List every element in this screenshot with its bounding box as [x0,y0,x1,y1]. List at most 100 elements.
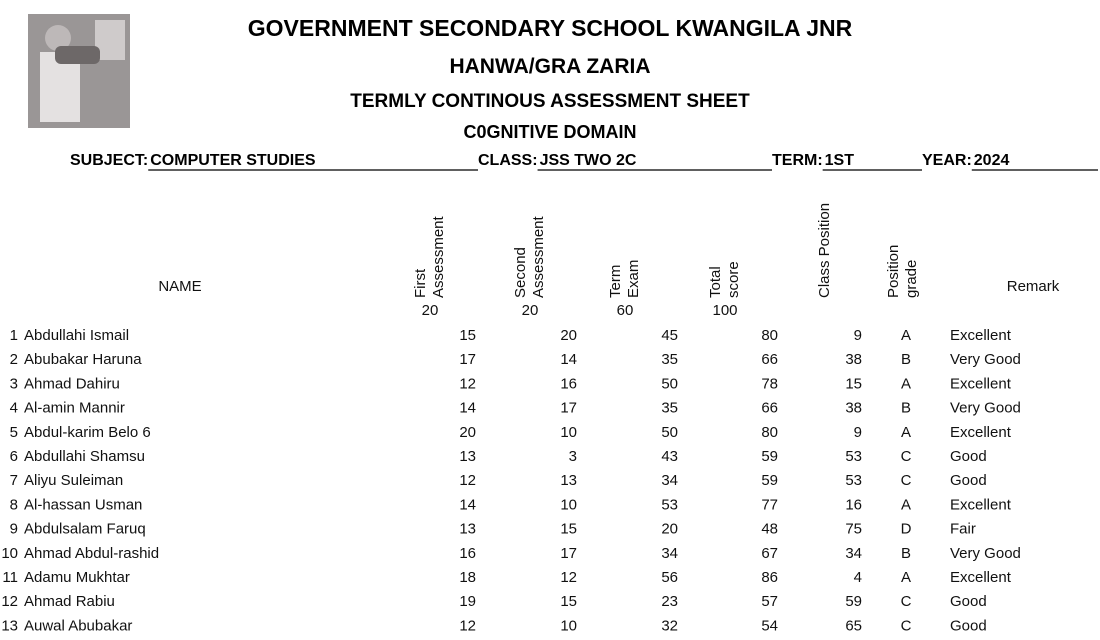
total-score: 86 [761,569,778,586]
first-assessment: 15 [459,327,476,344]
grade: A [901,327,911,344]
term-exam: 32 [661,617,678,634]
grade: D [901,521,912,538]
row-number: 6 [10,448,18,465]
term-exam: 50 [661,424,678,441]
term-exam: 50 [661,375,678,392]
remark: Excellent [950,496,1012,513]
second-assessment: 17 [560,400,577,417]
student-name: Ahmad Abdul-rashid [24,545,159,562]
total-score: 66 [761,400,778,417]
grade: A [901,424,911,441]
info-value: JSS TWO 2C [540,152,637,169]
term-exam: 53 [661,496,678,513]
column-header: NAME [158,278,201,295]
class-position: 53 [845,472,862,489]
remark: Fair [950,521,976,538]
info-value: COMPUTER STUDIES [150,152,316,169]
total-score: 78 [761,375,778,392]
remark: Excellent [950,375,1012,392]
class-position: 4 [854,569,862,586]
grade: A [901,569,911,586]
second-assessment: 10 [560,617,577,634]
student-name: Al-amin Mannir [24,400,125,417]
total-score: 59 [761,472,778,489]
column-max: 20 [422,302,439,319]
first-assessment: 18 [459,569,476,586]
row-number: 11 [2,569,18,586]
student-name: Abdul-karim Belo 6 [24,424,151,441]
second-assessment: 20 [560,327,577,344]
term-exam: 35 [661,351,678,368]
term-exam: 56 [661,569,678,586]
total-score: 59 [761,448,778,465]
remark: Excellent [950,327,1012,344]
remark: Good [950,593,987,610]
remark: Excellent [950,569,1012,586]
column-header: score [725,261,742,298]
student-name: Ahmad Rabiu [24,593,115,610]
second-assessment: 14 [560,351,577,368]
term-exam: 45 [661,327,678,344]
second-assessment: 12 [560,569,577,586]
total-score: 48 [761,521,778,538]
total-score: 66 [761,351,778,368]
term-exam: 34 [661,545,678,562]
student-name: Abdullahi Ismail [24,327,129,344]
grade: B [901,351,911,368]
column-header: Remark [1007,278,1060,295]
student-name: Abdullahi Shamsu [24,448,145,465]
first-assessment: 16 [459,545,476,562]
grade: C [901,617,912,634]
column-header: First [412,268,429,298]
first-assessment: 20 [459,424,476,441]
class-position: 38 [845,351,862,368]
column-header: grade [903,260,920,298]
info-label: SUBJECT: [70,152,148,169]
grade: B [901,545,911,562]
class-position: 65 [845,617,862,634]
column-header: Term [607,265,624,298]
row-number: 2 [10,351,18,368]
first-assessment: 13 [459,521,476,538]
subtitle: HANWA/GRA ZARIA [449,55,650,78]
title: GOVERNMENT SECONDARY SCHOOL KWANGILA JNR [248,15,853,41]
row-number: 9 [10,521,18,538]
row-number: 7 [10,472,18,489]
first-assessment: 12 [459,472,476,489]
student-name: Aliyu Suleiman [24,472,123,489]
grade: A [901,496,911,513]
domain: C0GNITIVE DOMAIN [463,122,636,142]
row-number: 12 [1,593,18,610]
column-header: Second [512,247,529,298]
term-exam: 20 [661,521,678,538]
remark: Very Good [950,351,1021,368]
second-assessment: 10 [560,424,577,441]
column-header: Assessment [530,215,547,298]
first-assessment: 14 [459,496,476,513]
student-name: Auwal Abubakar [24,617,132,634]
term-exam: 35 [661,400,678,417]
column-max: 100 [712,302,737,319]
first-assessment: 13 [459,448,476,465]
term-exam: 23 [661,593,678,610]
grade: C [901,448,912,465]
column-header: Class Position [816,203,833,298]
sheet-title: TERMLY CONTINOUS ASSESSMENT SHEET [350,91,750,112]
info-value: 2024 [974,152,1010,169]
second-assessment: 13 [560,472,577,489]
class-position: 75 [845,521,862,538]
row-number: 10 [1,545,18,562]
column-header: Assessment [430,215,447,298]
second-assessment: 16 [560,375,577,392]
remark: Good [950,617,987,634]
second-assessment: 15 [560,521,577,538]
class-position: 16 [845,496,862,513]
term-exam: 43 [661,448,678,465]
class-position: 53 [845,448,862,465]
student-name: Abubakar Haruna [24,351,142,368]
student-name: Adamu Mukhtar [24,569,130,586]
remark: Very Good [950,400,1021,417]
total-score: 80 [761,424,778,441]
first-assessment: 19 [459,593,476,610]
